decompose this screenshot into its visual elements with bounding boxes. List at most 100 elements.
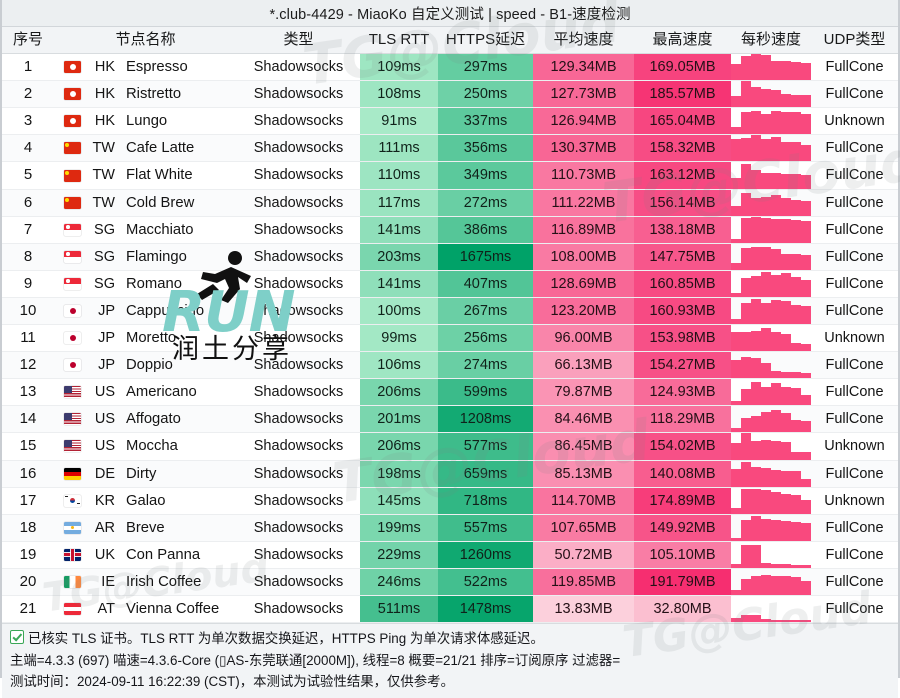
verified-check-icon <box>10 630 24 645</box>
sparkline-bar <box>751 515 761 541</box>
sparkline-bar <box>751 54 761 80</box>
sparkline-bar <box>791 576 801 595</box>
cell-node-name: TW Flat White <box>54 161 237 190</box>
sparkline-chart <box>731 244 811 270</box>
cell-type: Shadowsocks <box>237 216 360 244</box>
table-row[interactable]: 1 HK Espresso Shadowsocks 109ms 297ms 129.34MB… <box>2 53 898 82</box>
table-row[interactable]: 13 US Americano Shadowsocks 206ms 599ms 79.87M… <box>2 378 898 407</box>
sparkline-bar <box>741 461 751 487</box>
cell-tls-rtt: 117ms <box>360 189 438 217</box>
cell-https-latency: 274ms <box>438 351 533 380</box>
cell-node-name: US Moccha <box>54 432 237 461</box>
table-row[interactable]: 20 IE Irish Coffee Shadowsocks 246ms 522ms 119… <box>2 568 898 596</box>
cell-index: 20 <box>2 568 54 596</box>
cell-per-second-speed-sparkline <box>731 405 811 434</box>
sparkline-bar <box>751 489 761 514</box>
table-row[interactable]: 7 SG Macchiato Shadowsocks 141ms 386ms 116.89M… <box>2 216 898 244</box>
cell-udp-type: FullCone <box>811 161 898 190</box>
footer-line-timestamp: 测试时间：2024-09-11 16:22:39 (CST)，本测试为试验性结果… <box>10 674 454 690</box>
col-header-udp-type[interactable]: UDP类型 <box>811 27 898 55</box>
cell-https-latency: 577ms <box>438 432 533 461</box>
cell-per-second-speed-sparkline <box>731 595 811 624</box>
table-row[interactable]: 2 HK Ristretto Shadowsocks 108ms 250ms 127.73M… <box>2 80 898 109</box>
sparkline-bar <box>791 174 801 189</box>
cell-per-second-speed-sparkline <box>731 351 811 380</box>
sparkline-bar <box>751 169 761 189</box>
sparkline-bar <box>801 343 811 351</box>
cell-https-latency: 407ms <box>438 270 533 298</box>
cell-https-latency: 337ms <box>438 107 533 136</box>
col-header-type[interactable]: 类型 <box>237 27 360 55</box>
table-row[interactable]: 9 SG Romano Shadowsocks 141ms 407ms 128.69MB 16… <box>2 270 898 298</box>
flag-icon-tw <box>64 196 81 209</box>
sparkline-bar <box>751 298 761 324</box>
cell-type: Shadowsocks <box>237 432 360 461</box>
cell-udp-type: FullCone <box>811 189 898 217</box>
cell-udp-type: FullCone <box>811 351 898 380</box>
cell-type: Shadowsocks <box>237 541 360 569</box>
cell-tls-rtt: 203ms <box>360 243 438 271</box>
table-row[interactable]: 3 HK Lungo Shadowsocks 91ms 337ms 126.94MB 165.… <box>2 107 898 136</box>
speed-test-window: *.club-4429 - MiaoKo 自定义测试 | speed - B1-… <box>0 0 900 678</box>
col-header-https-latency[interactable]: HTTPS延迟 <box>438 27 533 55</box>
cell-index: 7 <box>2 216 54 244</box>
cell-https-latency: 1675ms <box>438 243 533 271</box>
col-header-node-name[interactable]: 节点名称 <box>54 27 237 55</box>
sparkline-chart <box>731 352 811 378</box>
table-row[interactable]: 21 AT Vienna Coffee Shadowsocks 511ms 1478ms 1… <box>2 595 898 624</box>
table-row[interactable]: 8 SG Flamingo Shadowsocks 203ms 1675ms 108.00M… <box>2 243 898 271</box>
table-row[interactable]: 4 TW Cafe Latte Shadowsocks 111ms 356ms 130.37… <box>2 134 898 163</box>
cell-avg-speed: 79.87MB <box>533 378 634 407</box>
col-header-per-sec-speed[interactable]: 每秒速度 <box>731 27 811 55</box>
node-label: Moretto <box>126 330 177 347</box>
col-header-index[interactable]: 序号 <box>2 27 54 55</box>
sparkline-bar <box>781 442 791 459</box>
sparkline-chart <box>731 433 811 459</box>
table-row[interactable]: 15 US Moccha Shadowsocks 206ms 577ms 86.45MB 15… <box>2 432 898 461</box>
cell-udp-type: Unknown <box>811 432 898 461</box>
table-row[interactable]: 17 KR Galao Shadowsocks 145ms 718ms 114.70MB 17… <box>2 487 898 515</box>
country-code: HK <box>94 113 115 130</box>
cell-avg-speed: 119.85MB <box>533 568 634 596</box>
sparkline-bar <box>771 382 781 405</box>
sparkline-bar <box>731 292 741 297</box>
sparkline-bar <box>731 263 741 270</box>
table-row[interactable]: 14 US Affogato Shadowsocks 201ms 1208ms 84.46M… <box>2 405 898 434</box>
sparkline-bar <box>801 200 811 216</box>
sparkline-bar <box>791 62 801 80</box>
sparkline-bar <box>801 620 811 622</box>
col-header-max-speed[interactable]: 最高速度 <box>634 27 731 55</box>
node-label: Doppio <box>126 357 173 374</box>
cell-max-speed: 118.29MB <box>634 405 731 434</box>
node-label: Romano <box>126 275 182 292</box>
cell-avg-speed: 96.00MB <box>533 324 634 353</box>
col-header-avg-speed[interactable]: 平均速度 <box>533 27 634 55</box>
country-code: SG <box>94 221 115 238</box>
table-row[interactable]: 16 DE Dirty Shadowsocks 198ms 659ms 85.13MB 140… <box>2 460 898 488</box>
table-row[interactable]: 19 UK Con Panna Shadowsocks 229ms 1260ms 50.72… <box>2 541 898 569</box>
cell-max-speed: 105.10MB <box>634 541 731 569</box>
table-row[interactable]: 12 JP Doppio Shadowsocks 106ms 274ms 66.13MB 15… <box>2 351 898 380</box>
table-row[interactable]: 18 AR Breve Shadowsocks 199ms 557ms 107.65MB 14… <box>2 514 898 542</box>
sparkline-bar <box>801 305 811 324</box>
sparkline-bar <box>771 491 781 514</box>
sparkline-bar <box>781 61 791 80</box>
cell-tls-rtt: 206ms <box>360 432 438 461</box>
sparkline-bar <box>801 62 811 80</box>
node-label: Vienna Coffee <box>126 600 220 617</box>
cell-node-name: TW Cold Brew <box>54 189 237 217</box>
node-label: Flat White <box>126 167 193 184</box>
table-row[interactable]: 5 TW Flat White Shadowsocks 110ms 349ms 110.73… <box>2 161 898 190</box>
sparkline-bar <box>741 544 751 568</box>
cell-per-second-speed-sparkline <box>731 297 811 326</box>
table-row[interactable]: 10 JP Cappuccino Shadowsocks 100ms 267ms 123.2… <box>2 297 898 326</box>
cell-tls-rtt: 141ms <box>360 216 438 244</box>
sparkline-bar <box>741 433 751 459</box>
table-row[interactable]: 11 JP Moretto Shadowsocks 99ms 256ms 96.00MB 15… <box>2 324 898 353</box>
node-label: Irish Coffee <box>126 573 202 590</box>
cell-type: Shadowsocks <box>237 487 360 515</box>
table-row[interactable]: 6 TW Cold Brew Shadowsocks 117ms 272ms 111.22M… <box>2 189 898 217</box>
col-header-tls-rtt[interactable]: TLS RTT <box>360 27 438 55</box>
sparkline-bar <box>761 303 771 324</box>
country-code: SG <box>94 275 115 292</box>
